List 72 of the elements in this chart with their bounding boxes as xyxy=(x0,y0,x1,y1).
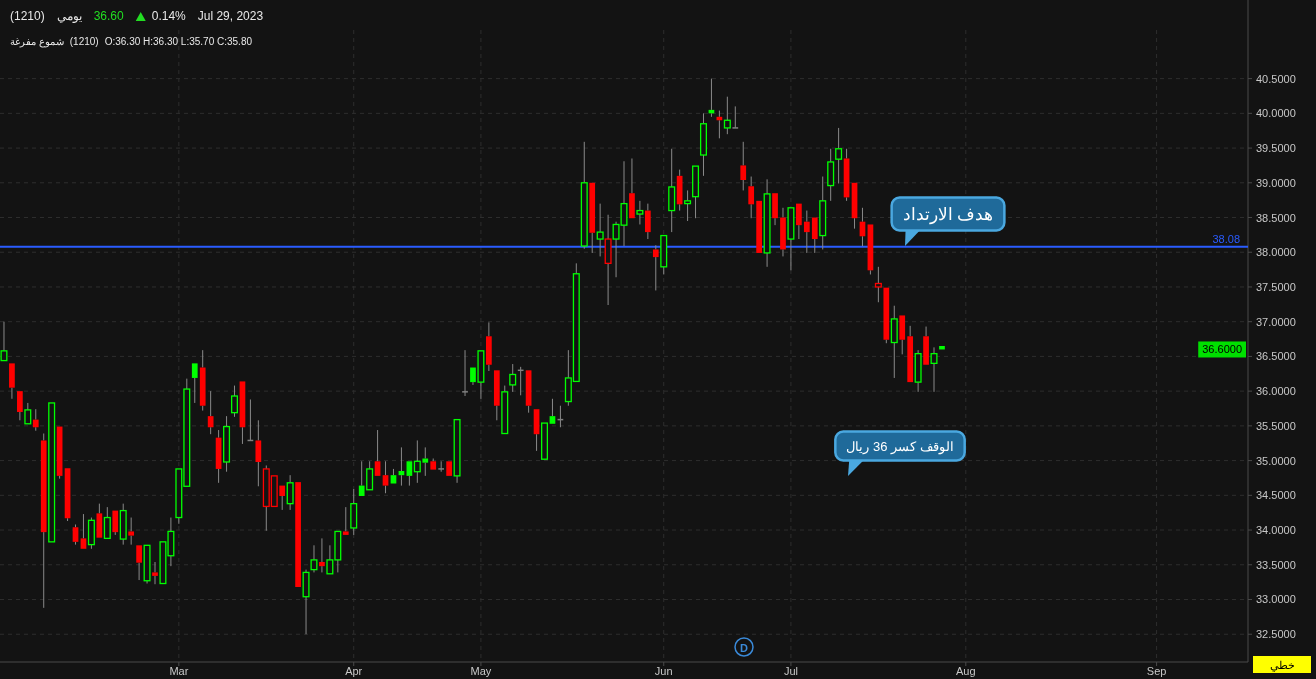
candlestick xyxy=(152,561,158,585)
candlestick xyxy=(827,148,835,202)
y-tick-label: 33.0000 xyxy=(1256,593,1296,606)
y-tick-label: 37.5000 xyxy=(1256,280,1296,293)
annotation: شموع مفرغة xyxy=(10,36,64,48)
candlestick xyxy=(223,415,231,473)
annotation: هدف الارتداد xyxy=(902,204,994,225)
candlestick xyxy=(930,346,938,393)
candlestick xyxy=(684,189,692,222)
x-tick-label: Apr xyxy=(345,665,363,677)
candlestick xyxy=(286,474,294,511)
candlestick xyxy=(914,349,922,393)
y-tick-label: 33.5000 xyxy=(1256,558,1296,571)
candlestick xyxy=(230,385,239,418)
annotation: (1210) xyxy=(69,36,99,47)
candlestick xyxy=(819,176,827,250)
candlestick xyxy=(302,569,310,635)
candlestick xyxy=(461,349,469,397)
candlestick xyxy=(874,266,882,303)
x-tick-label: Jul xyxy=(783,665,798,677)
candlestick xyxy=(676,169,683,212)
text: يومي xyxy=(56,9,82,23)
candlestick xyxy=(644,203,651,240)
y-tick-label: 37.0000 xyxy=(1256,315,1296,328)
x-tick-label: Mar xyxy=(169,665,189,677)
text: 36.60 xyxy=(93,9,125,23)
y-tick-label: 39.5000 xyxy=(1256,142,1296,155)
y-tick-label: 40.0000 xyxy=(1256,107,1296,120)
candlestick xyxy=(199,349,206,412)
candlestick xyxy=(128,517,135,546)
x-tick-label: Jun xyxy=(654,665,673,677)
candlestick xyxy=(763,178,771,268)
ref-line-label: 38.08 xyxy=(1212,232,1240,245)
annotation: الوقف كسر 36 ريال xyxy=(846,438,954,455)
candlestick xyxy=(310,544,318,573)
candlestick xyxy=(668,148,676,233)
y-tick-label: 39.0000 xyxy=(1256,176,1296,189)
candlestick xyxy=(486,321,492,372)
candlestick xyxy=(890,305,898,379)
candlestick xyxy=(636,200,644,225)
candlestick xyxy=(803,210,810,254)
candlestick xyxy=(72,523,79,546)
annotation: 36.6000 xyxy=(1202,343,1242,356)
candlestick xyxy=(255,419,262,487)
candlestick xyxy=(699,112,707,177)
candlestick xyxy=(32,408,39,432)
annotation: O:36.30 H:36.30 L:35.70 C:35.80 xyxy=(104,36,253,47)
y-tick-label: 32.5000 xyxy=(1256,628,1296,641)
y-tick-label: 35.5000 xyxy=(1256,419,1296,432)
text: خطي xyxy=(1269,659,1295,672)
candlestick xyxy=(740,141,747,191)
y-tick-label: 40.5000 xyxy=(1256,72,1296,85)
x-tick-label: Sep xyxy=(1146,665,1167,677)
y-tick-label: 34.0000 xyxy=(1256,524,1296,537)
candlestick xyxy=(652,244,659,291)
candlestick xyxy=(835,127,843,184)
y-tick-label: 38.5000 xyxy=(1256,211,1296,224)
candlestick xyxy=(207,390,214,435)
text: 0.14% xyxy=(151,9,187,23)
y-tick-label: 35.0000 xyxy=(1256,454,1296,467)
text: Jul 29, 2023 xyxy=(197,9,264,23)
annotation: D xyxy=(740,641,749,654)
candlestick xyxy=(780,207,786,257)
candlestick xyxy=(319,537,325,573)
text: (1210) xyxy=(10,9,45,23)
candlestick xyxy=(748,176,755,219)
y-tick-label: 36.0000 xyxy=(1256,385,1296,398)
x-tick-label: Aug xyxy=(956,665,976,677)
y-tick-label: 38.0000 xyxy=(1256,246,1296,259)
y-tick-label: 36.5000 xyxy=(1256,350,1296,363)
y-tick-label: 34.5000 xyxy=(1256,489,1296,502)
x-tick-label: May xyxy=(470,665,492,677)
